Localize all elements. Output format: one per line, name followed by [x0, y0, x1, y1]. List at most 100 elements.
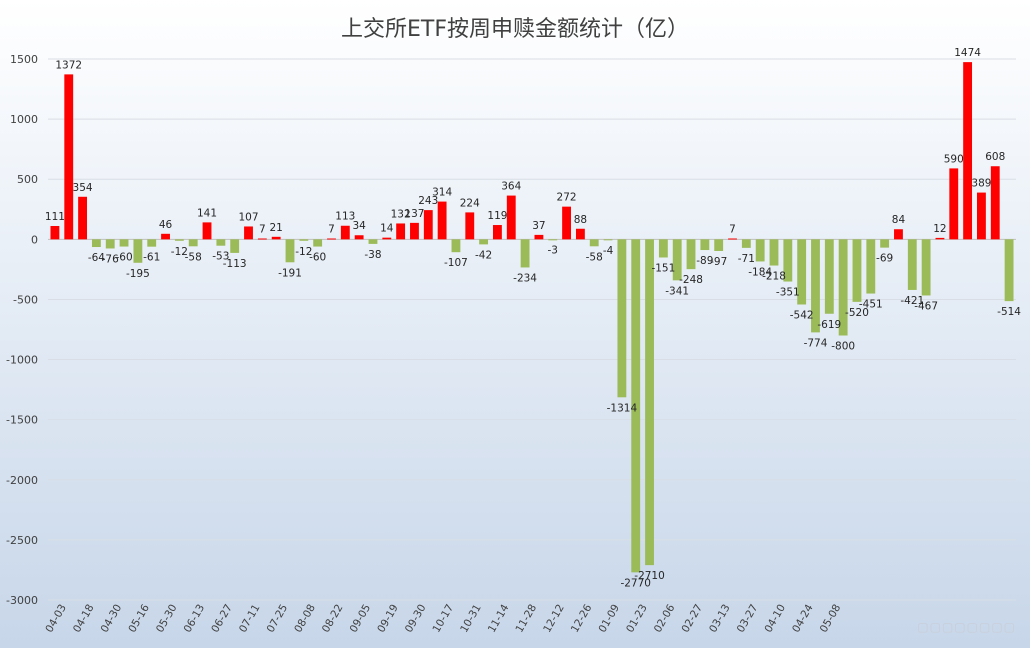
bar [216, 239, 226, 246]
bar [755, 239, 765, 262]
data-label: -12 [171, 246, 188, 258]
bar [327, 238, 336, 240]
y-tick-label: 0 [31, 233, 38, 246]
y-tick-label: -1000 [6, 354, 38, 367]
bar [188, 239, 198, 247]
data-label: 272 [557, 192, 577, 204]
data-label: 34 [352, 220, 366, 232]
bar [147, 239, 157, 247]
bar [202, 222, 212, 240]
data-label: -542 [790, 309, 814, 321]
data-label: -76 [102, 253, 119, 265]
bar-series [50, 62, 1014, 573]
data-label: -60 [115, 252, 132, 264]
data-label: -514 [997, 306, 1021, 318]
x-tick-label: 05-30 [154, 602, 180, 634]
bar [493, 225, 502, 240]
bar [907, 239, 917, 290]
y-tick-label: -3000 [6, 594, 38, 607]
bar [562, 206, 571, 240]
bar [520, 239, 530, 268]
data-label: 1474 [954, 47, 981, 59]
x-tick-label: 06-27 [209, 602, 235, 634]
x-tick-label: 11-14 [486, 602, 512, 635]
watermark: ▢▢▢▢▢▢▢▢ [917, 620, 1016, 634]
data-label: 37 [532, 220, 545, 232]
x-tick-label: 04-24 [790, 602, 816, 635]
x-axis: 04-03 04-18 04-30 05-16 05-30 06-13 06-27 07-11… [43, 602, 843, 635]
bar [410, 222, 419, 240]
data-label: 7 [729, 223, 736, 235]
chart-title: 上交所ETF按周申赎金额统计（亿） [341, 17, 689, 42]
y-tick-label: -1500 [6, 414, 38, 427]
data-label: -113 [223, 258, 247, 270]
data-label: 608 [985, 151, 1005, 163]
data-label: -58 [185, 251, 202, 263]
data-label: -421 [900, 295, 924, 307]
data-label: -53 [212, 251, 229, 263]
y-tick-label: -2000 [6, 474, 38, 487]
data-label: -1314 [607, 402, 638, 414]
bar [534, 234, 544, 240]
data-label: -151 [651, 262, 675, 274]
x-tick-label: 01-09 [596, 602, 622, 634]
data-label: 137 [404, 208, 424, 220]
x-tick-label: 04-30 [99, 602, 125, 634]
bar [714, 239, 724, 251]
data-label: 119 [487, 210, 507, 222]
bar [700, 239, 710, 251]
data-label: 88 [574, 214, 587, 226]
bar [935, 237, 945, 240]
bar [838, 239, 848, 336]
x-tick-label: 09-19 [375, 602, 401, 634]
y-tick-label: 500 [17, 173, 38, 186]
y-tick-label: 1500 [10, 53, 38, 66]
bar [64, 74, 74, 240]
bar [354, 235, 364, 240]
bar [257, 238, 267, 240]
bar [382, 237, 392, 240]
bar [880, 239, 890, 248]
bar [423, 210, 433, 240]
bar [783, 239, 793, 282]
bar [852, 239, 862, 302]
x-tick-label: 08-08 [292, 602, 318, 634]
data-label: -3 [548, 245, 558, 257]
data-label: -351 [776, 287, 800, 299]
data-label: -248 [679, 274, 703, 286]
bar [174, 239, 184, 241]
bar [603, 239, 613, 241]
x-tick-label: 04-10 [762, 602, 788, 634]
bar [161, 233, 170, 240]
data-label: -64 [88, 252, 105, 264]
bar [479, 239, 489, 245]
x-tick-label: 11-28 [513, 602, 539, 634]
bar [78, 196, 87, 240]
bar [368, 239, 378, 244]
x-tick-label: 03-13 [707, 602, 733, 634]
bar [575, 228, 585, 240]
data-label: 243 [418, 195, 438, 207]
data-label: -520 [845, 307, 869, 319]
data-labels: 1111372354-64-76-60-195-6146-12-58141-53… [45, 47, 1021, 589]
x-tick-label: 10-17 [431, 602, 457, 634]
data-label: -218 [762, 271, 786, 283]
data-label: -341 [665, 285, 689, 297]
bar [797, 239, 807, 305]
data-label: -184 [748, 266, 772, 278]
data-label: 46 [159, 219, 173, 231]
bar [645, 239, 654, 566]
x-tick-label: 05-08 [818, 602, 844, 634]
data-label: 12 [933, 223, 946, 235]
x-tick-label: 09-05 [348, 602, 374, 634]
bar [728, 238, 737, 240]
data-label: -107 [444, 257, 468, 269]
bar [506, 195, 516, 240]
data-label: -800 [831, 341, 855, 353]
bar [824, 239, 834, 314]
data-label: -71 [738, 253, 755, 265]
data-label: -12 [295, 246, 312, 258]
y-tick-label: -2500 [6, 534, 38, 547]
bar [91, 239, 101, 248]
